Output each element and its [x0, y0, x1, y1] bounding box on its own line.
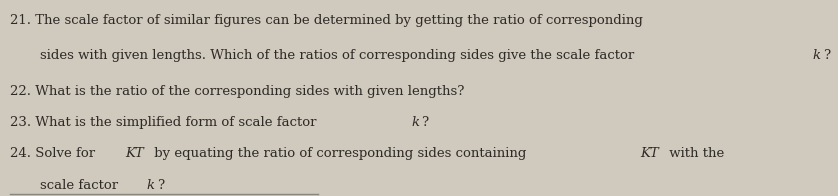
Text: k: k: [411, 116, 419, 129]
Text: KT: KT: [126, 147, 144, 160]
Text: k: k: [813, 49, 820, 62]
Text: 24. Solve for: 24. Solve for: [10, 147, 100, 160]
Text: ?: ?: [157, 179, 164, 192]
Text: with the: with the: [665, 147, 724, 160]
Text: 22. What is the ratio of the corresponding sides with given lengths?: 22. What is the ratio of the correspondi…: [10, 85, 464, 98]
Text: 23. What is the simplified form of scale factor: 23. What is the simplified form of scale…: [10, 116, 321, 129]
Text: k: k: [147, 179, 154, 192]
Text: 21. The scale factor of similar figures can be determined by getting the ratio o: 21. The scale factor of similar figures …: [10, 14, 643, 27]
Text: ?: ?: [422, 116, 428, 129]
Text: scale factor: scale factor: [40, 179, 122, 192]
Text: ?: ?: [823, 49, 830, 62]
Text: sides with given lengths. Which of the ratios of corresponding sides give the sc: sides with given lengths. Which of the r…: [40, 49, 639, 62]
Text: KT: KT: [641, 147, 660, 160]
Text: by equating the ratio of corresponding sides containing: by equating the ratio of corresponding s…: [149, 147, 530, 160]
